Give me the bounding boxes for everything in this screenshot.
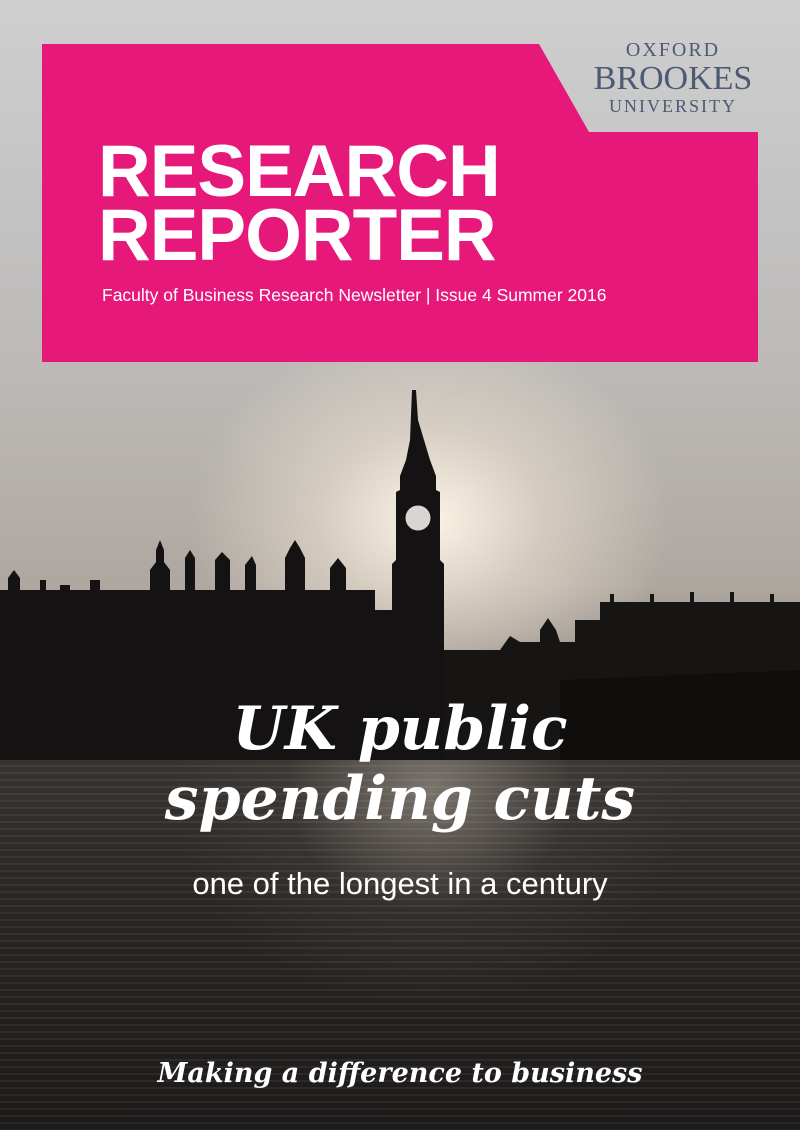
logo-line-brookes: BROOKES — [593, 60, 753, 97]
title-line-research: RESEARCH — [98, 131, 501, 212]
logo-line-oxford: OXFORD — [625, 39, 721, 61]
issue-subline: Faculty of Business Research Newsletter … — [102, 285, 607, 305]
cover-tagline: Making a difference to business — [157, 1058, 643, 1089]
cover-subhead: one of the longest in a century — [192, 866, 608, 901]
westminster-skyline-image — [0, 390, 800, 760]
publication-title: RESEARCH REPORTER — [98, 131, 501, 276]
palace-silhouette — [0, 540, 392, 760]
headline-line-1: UK public — [232, 694, 568, 764]
headline-line-2: spending cuts — [164, 764, 636, 834]
logo-line-university: UNIVERSITY — [609, 96, 737, 116]
title-line-reporter: REPORTER — [98, 195, 497, 276]
clock-face — [402, 502, 434, 534]
river-water — [0, 730, 800, 1130]
big-ben-silhouette — [392, 390, 444, 760]
cover-headline: UK public spending cuts — [0, 694, 800, 834]
oxford-brookes-logo: OXFORD BROOKES UNIVERSITY — [585, 40, 761, 115]
bridge-silhouette — [560, 670, 800, 760]
